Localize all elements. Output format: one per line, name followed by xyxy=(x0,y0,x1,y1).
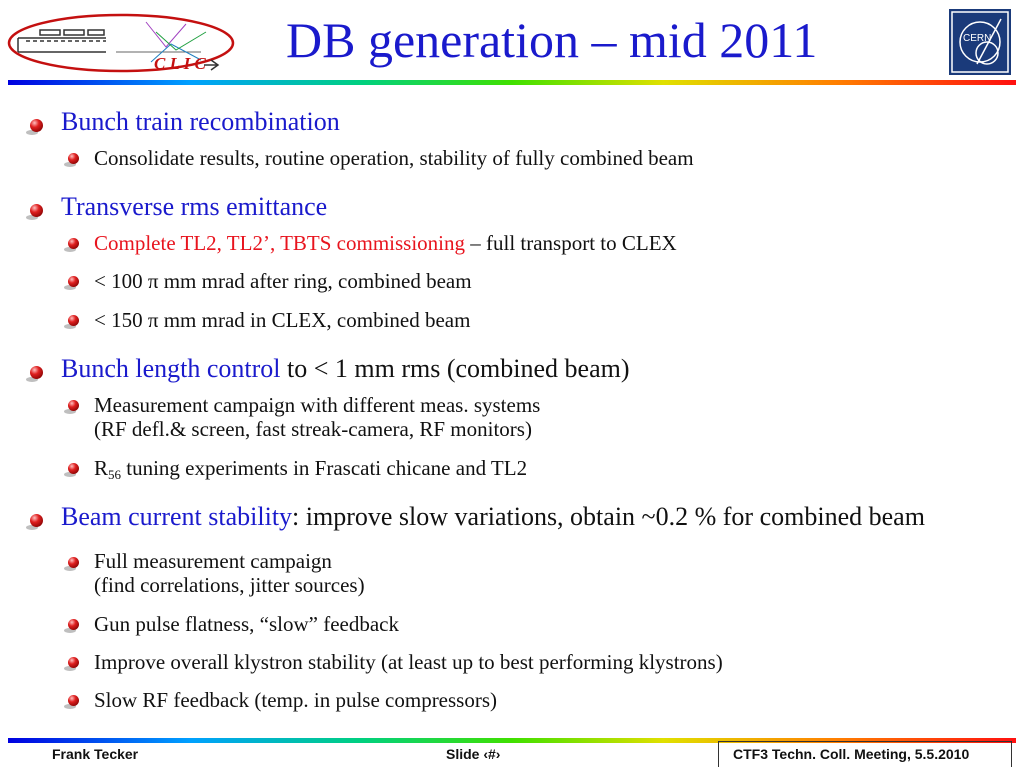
bullet-icon xyxy=(26,119,43,135)
r56-symbol: R xyxy=(94,456,109,480)
sub-bullet-emittance-clex: < 150 π mm mrad in CLEX, combined beam xyxy=(94,308,471,332)
sub-bullet-consolidate: Consolidate results, routine operation, … xyxy=(94,146,694,170)
bullet-icon xyxy=(26,514,43,530)
bullet-beam-current: Beam current stability: improve slow var… xyxy=(61,502,925,532)
bunch-length-rest: to < 1 mm rms (combined beam) xyxy=(280,354,630,383)
commissioning-rest: – full transport to CLEX xyxy=(465,231,677,255)
footer-author: Frank Tecker xyxy=(52,746,139,762)
clic-logo: C L I C xyxy=(7,13,235,73)
sub-bullet-gun-pulse: Gun pulse flatness, “slow” feedback xyxy=(94,612,399,636)
measurement-line2: (RF defl.& screen, fast streak-camera, R… xyxy=(94,417,532,441)
sub-bullet-icon xyxy=(64,657,79,671)
bunch-length-highlight: Bunch length control xyxy=(61,354,281,383)
commissioning-highlight: Complete TL2, TL2’, TBTS commissioning xyxy=(94,231,465,255)
bullet-bunch-train: Bunch train recombination xyxy=(61,107,340,136)
sub-bullet-measurement-campaign: Measurement campaign with different meas… xyxy=(94,393,540,441)
full-measurement-line1: Full measurement campaign xyxy=(94,549,332,573)
footer-meeting-box xyxy=(718,741,1012,767)
sub-bullet-icon xyxy=(64,463,79,477)
sub-bullet-icon xyxy=(64,276,79,290)
sub-bullet-klystron: Improve overall klystron stability (at l… xyxy=(94,650,723,674)
footer-meeting: CTF3 Techn. Coll. Meeting, 5.5.2010 xyxy=(733,746,970,762)
bullet-icon xyxy=(26,366,43,382)
slide-title: DB generation – mid 2011 xyxy=(286,12,818,68)
beam-current-rest: : improve slow variations, obtain ~0.2 %… xyxy=(292,502,925,531)
title-divider xyxy=(8,80,1016,85)
clic-logo-text: C L I C xyxy=(154,54,206,73)
sub-bullet-full-measurement: Full measurement campaign (find correlat… xyxy=(94,549,365,597)
cern-logo-text: CERN xyxy=(963,33,991,44)
cern-logo: CERN xyxy=(949,9,1011,75)
bullet-icon xyxy=(26,204,43,220)
sub-bullet-icon xyxy=(64,695,79,709)
bullet-emittance: Transverse rms emittance xyxy=(61,192,328,221)
beam-current-highlight: Beam current stability xyxy=(61,502,293,531)
bullet-bunch-length: Bunch length control to < 1 mm rms (comb… xyxy=(61,354,630,384)
full-measurement-line2: (find correlations, jitter sources) xyxy=(94,573,365,597)
sub-bullet-icon xyxy=(64,315,79,329)
footer-slide-number: Slide ‹#› xyxy=(446,746,501,762)
sub-bullet-icon xyxy=(64,238,79,252)
sub-bullet-r56: R56 tuning experiments in Frascati chica… xyxy=(94,456,527,487)
r56-subscript: 56 xyxy=(108,467,122,482)
sub-bullet-slow-rf: Slow RF feedback (temp. in pulse compres… xyxy=(94,688,498,712)
r56-rest: tuning experiments in Frascati chicane a… xyxy=(121,456,528,480)
sub-bullet-emittance-ring: < 100 π mm mrad after ring, combined bea… xyxy=(94,269,472,293)
sub-bullet-commissioning: Complete TL2, TL2’, TBTS commissioning –… xyxy=(94,231,677,255)
sub-bullet-icon xyxy=(64,557,79,571)
sub-bullet-icon xyxy=(64,400,79,414)
measurement-line1: Measurement campaign with different meas… xyxy=(94,393,541,417)
footer-divider xyxy=(8,738,1016,743)
sub-bullet-icon xyxy=(64,619,79,633)
sub-bullet-icon xyxy=(64,153,79,167)
